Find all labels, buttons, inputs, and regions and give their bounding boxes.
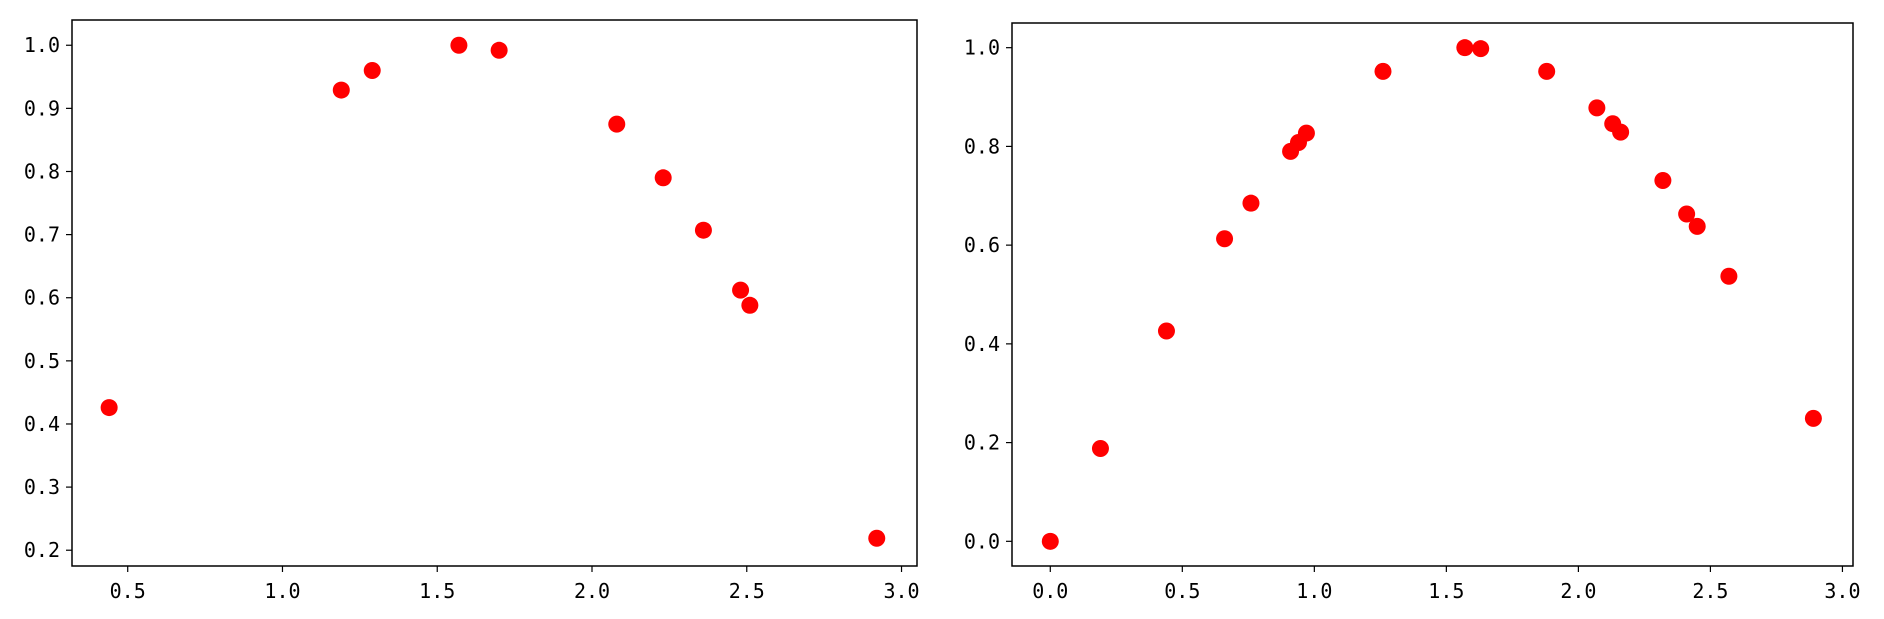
- data-point: [1297, 124, 1315, 142]
- left-scatter-plot: 0.5 1.0 1.5 2.0 2.5 3.0 0.2 0.3 0.4 0.5 0.6 0.7 0.8 0…: [24, 19, 920, 603]
- data-point: [868, 529, 886, 547]
- x-tick-label: 2.0: [574, 579, 610, 603]
- x-tick-label: 1.5: [419, 579, 455, 603]
- data-point: [654, 169, 672, 187]
- y-tick-label: 0.7: [24, 223, 60, 247]
- data-point: [1538, 62, 1556, 80]
- data-point: [1472, 40, 1490, 58]
- x-tick-label: 3.0: [883, 579, 919, 603]
- y-tick-label: 0.2: [24, 538, 60, 562]
- data-point: [1612, 123, 1630, 141]
- data-point: [1678, 205, 1696, 223]
- y-tick-label: 0.2: [964, 431, 1000, 455]
- x-tick-label: 1.0: [1296, 579, 1332, 603]
- data-point: [1091, 440, 1109, 458]
- x-tick-label: 2.5: [1692, 579, 1728, 603]
- y-tick-label: 0.0: [964, 529, 1000, 553]
- x-tick-label: 0.0: [1032, 579, 1068, 603]
- data-point: [732, 281, 750, 299]
- y-tick-label: 1.0: [964, 36, 1000, 60]
- y-tick-label: 0.8: [24, 159, 60, 183]
- data-point: [1041, 532, 1059, 550]
- y-tick-label: 0.6: [24, 286, 60, 310]
- right-scatter-plot: 0.0 0.5 1.0 1.5 2.0 2.5 3.0 0.0 0.2 0.4 0.6 0.8 1.0: [964, 22, 1861, 603]
- data-point: [741, 296, 759, 314]
- data-point: [1242, 194, 1260, 212]
- data-point: [450, 36, 468, 54]
- y-tick-label: 0.9: [24, 96, 60, 120]
- data-point: [1804, 409, 1822, 427]
- data-point: [1456, 39, 1474, 57]
- x-tick-label: 1.0: [264, 579, 300, 603]
- y-tick-label: 0.6: [964, 233, 1000, 257]
- y-tick-label: 0.4: [24, 412, 60, 436]
- y-tick-label: 1.0: [24, 33, 60, 57]
- x-tick-label: 0.5: [110, 579, 146, 603]
- y-tick-label: 0.5: [24, 349, 60, 373]
- data-point: [1654, 171, 1672, 189]
- data-point: [1216, 230, 1234, 248]
- x-tick-label: 0.5: [1164, 579, 1200, 603]
- data-point: [100, 399, 118, 417]
- y-tick-label: 0.3: [24, 475, 60, 499]
- axes-frame: [1011, 22, 1854, 567]
- data-point: [1374, 62, 1392, 80]
- axes-frame: [71, 19, 918, 567]
- data-point: [332, 81, 350, 99]
- data-point: [1157, 322, 1175, 340]
- x-tick-label: 3.0: [1824, 579, 1860, 603]
- data-point: [490, 41, 508, 59]
- x-tick-label: 2.5: [729, 579, 765, 603]
- data-point: [694, 221, 712, 239]
- y-tick-label: 0.8: [964, 134, 1000, 158]
- data-point: [608, 115, 626, 133]
- data-point: [1720, 267, 1738, 285]
- x-tick-label: 2.0: [1560, 579, 1596, 603]
- data-point: [1688, 217, 1706, 235]
- x-tick-label: 1.5: [1428, 579, 1464, 603]
- data-point: [363, 61, 381, 79]
- y-tick-label: 0.4: [964, 332, 1000, 356]
- data-point: [1588, 99, 1606, 117]
